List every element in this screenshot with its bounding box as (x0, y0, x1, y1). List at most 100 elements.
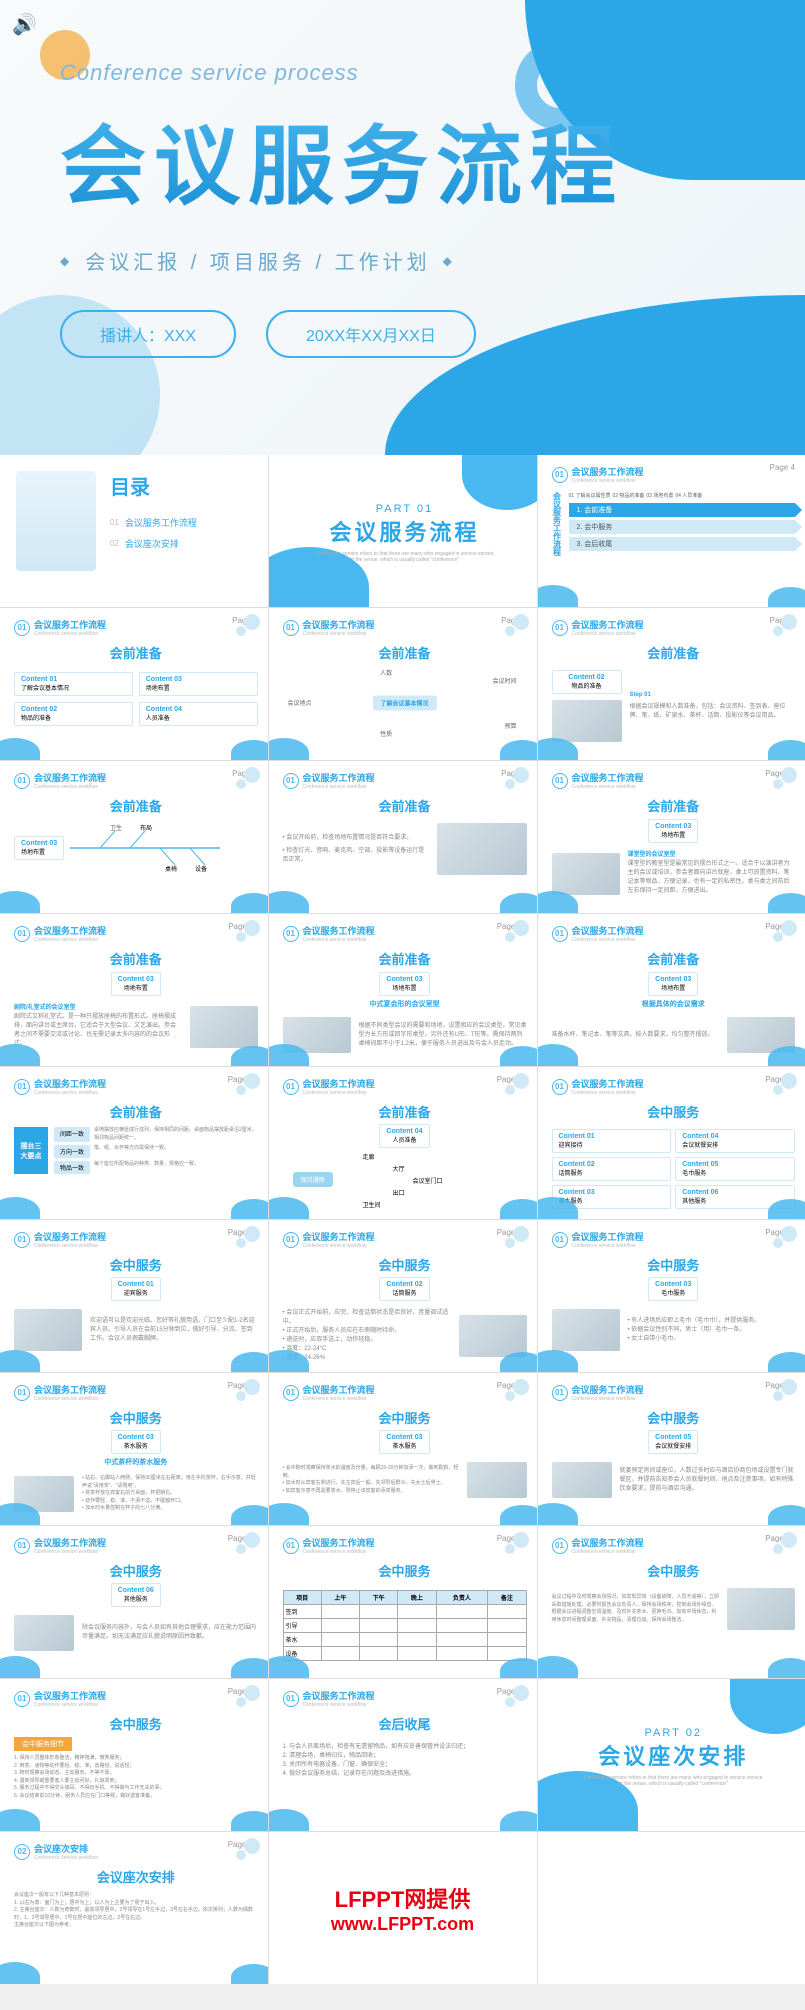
image-placeholder (467, 1462, 527, 1498)
slide-title: 会中服务 (552, 1255, 796, 1274)
slide-num-icon: 01 (14, 620, 30, 636)
slide-part1: PART 01 会议服务流程 Conference service refers… (269, 455, 537, 607)
slide-title: 会中服务 (283, 1561, 527, 1580)
image-placeholder (552, 1462, 612, 1498)
slide-num-icon: 01 (552, 620, 568, 636)
hero-title: 会议服务流程 (60, 96, 805, 221)
content-box: Content 01迎宾接待 (552, 1129, 672, 1153)
slide-header-sub: Conference service workflow (572, 631, 644, 637)
fishbone-diagram: 卫生布局桌椅设备 (70, 823, 220, 873)
part-desc: Conference service refers to that there … (315, 551, 495, 563)
slide-header-sub: Conference service workflow (34, 1243, 106, 1249)
slide-num-icon: 01 (14, 773, 30, 789)
part-title: 会议服务流程 (329, 515, 479, 547)
slide-p21: 01会议服务工作流程Conference service workflow Pa… (269, 1373, 537, 1525)
body-text: 会议座次一般有以下几种基本原则：1. 以右为尊：面门为上；居中为上；以人为上主要… (14, 1892, 258, 1930)
row-head: 间距一致 (54, 1127, 90, 1142)
slide-header: 会议服务工作流程 (572, 771, 644, 784)
body-text: 剧院/礼堂式的会议室型剧院式又称礼堂式。是一种只摆放座椅的布置形式。座椅摆成排，… (14, 1004, 182, 1049)
slide-p5: 01会议服务工作流程Conference service workflow Pa… (0, 608, 268, 760)
vertical-title: 会议服务工作流程 (552, 492, 563, 556)
slide-header: 会议服务工作流程 (34, 771, 106, 784)
content-box: Content 03场地布置 (139, 672, 258, 696)
slide-header: 会议服务工作流程 (34, 1230, 106, 1243)
slide-header-sub: Conference service workflow (572, 937, 644, 943)
body-text: • 会中随时观察保持茶水的温度及份量，每隔15-20分钟加添一次，做到勤斟、轻倒… (283, 1465, 459, 1495)
slide-p9: 01会议服务工作流程Conference service workflow Pa… (269, 761, 537, 913)
slide-header-sub: Conference service workflow (303, 631, 375, 637)
slide-num-icon: 01 (552, 1385, 568, 1401)
slide-title: 会前准备 (552, 643, 796, 662)
slide-title: 会中服务 (552, 1408, 796, 1427)
content-box: Content 03茶水服务 (379, 1430, 429, 1454)
slide-p24: 01会议服务工作流程Conference service workflow Pa… (269, 1526, 537, 1678)
banner: 会中服务细节 (14, 1737, 72, 1751)
row-body: 桌椅摆放应横竖成行成列，保持相同的间距。桌面物品摆放距桌沿2厘米，相邻物品间距统… (94, 1127, 257, 1142)
slide-p26: 01会议服务工作流程Conference service workflow Pa… (0, 1679, 268, 1831)
svg-text:布局: 布局 (140, 824, 152, 832)
body-text: 准备水杯、笔记本、笔等文具。按人数要求，均匀整齐摆放。 (552, 1031, 720, 1040)
slide-title: 会议座次安排 (14, 1867, 258, 1886)
svg-text:卫生: 卫生 (110, 824, 122, 832)
slide-header: 会议座次安排 (34, 1842, 98, 1855)
slide-header: 会议服务工作流程 (303, 1536, 375, 1549)
slide-num-icon: 01 (283, 1385, 299, 1401)
branch-item: 大厅 (393, 1164, 405, 1173)
slide-num-icon: 01 (283, 1691, 299, 1707)
body-text: • 会议开始前，检查场地布置情况是否符合要求。• 检查灯光、音响、麦克风、空调、… (283, 834, 429, 865)
slide-title: 会前准备 (14, 796, 258, 815)
part-desc: Conference service refers to that there … (583, 1775, 763, 1787)
slide-num-icon: 01 (283, 926, 299, 942)
slide-header: 会议服务工作流程 (572, 618, 644, 631)
slide-header-sub: Conference service workflow (34, 1396, 106, 1402)
slide-title: 会中服务 (14, 1714, 258, 1733)
watermark-slide: LFPPT网提供 www.LFPPT.com (269, 1832, 537, 1984)
branch-item: 走廊 (363, 1152, 375, 1161)
slide-header: 会议服务工作流程 (303, 1689, 375, 1702)
slide-num-icon: 01 (552, 467, 568, 483)
slide-num-icon: 01 (14, 1079, 30, 1095)
branch-item: 预算 (504, 721, 516, 730)
content-box: Content 03场地布置 (111, 972, 161, 996)
slide-num-icon: 01 (552, 1232, 568, 1248)
image-placeholder (14, 1309, 82, 1351)
part-title: 会议座次安排 (598, 1739, 748, 1771)
slide-header: 会议服务工作流程 (303, 924, 375, 937)
part-label: PART 01 (376, 503, 433, 515)
slide-header-sub: Conference service workflow (303, 1243, 375, 1249)
flow-arrow: 1. 会前准备 (569, 503, 796, 517)
body-text: 根据不同类型会议的需要和场地，设置相应的会议桌型。常见桌型为长方形或回字形桌型，… (359, 1022, 527, 1049)
slide-header: 会议服务工作流程 (34, 618, 106, 631)
content-box: Content 04人员准备 (379, 1124, 429, 1148)
content-box: Content 04会议就餐安排 (675, 1129, 795, 1153)
slide-header: 会议服务工作流程 (34, 924, 106, 937)
slide-header-sub: Conference service workflow (34, 937, 106, 943)
slide-num-icon: 01 (283, 1079, 299, 1095)
content-box: Content 03场地布置 (14, 836, 64, 860)
slide-num-icon: 01 (283, 1538, 299, 1554)
slide-header: 会议服务工作流程 (572, 1383, 644, 1396)
schedule-table: 项目上午下午晚上负责人备注 签到 引导 茶水 设备 (283, 1590, 527, 1661)
slide-title: 会中服务 (14, 1561, 258, 1580)
slide-p4: 01会议服务工作流程Conference service workflow Pa… (538, 455, 805, 607)
content-box: Content 05毛巾服务 (675, 1157, 795, 1181)
slide-title: 会前准备 (14, 1102, 258, 1121)
row-body: 笔、纸、水杯等方向需保持一致。 (94, 1145, 257, 1158)
image-placeholder (727, 1588, 795, 1630)
body-text: Step 01根据会议规模和人数准备，包括：会议资料、签到表、座位牌、笔、纸、矿… (630, 691, 796, 721)
slide-header-sub: Conference service workflow (572, 1549, 644, 1555)
slide-header: 会议服务工作流程 (34, 1077, 106, 1090)
branch-item: 会议地点 (288, 698, 312, 707)
slide-num-icon: 01 (552, 773, 568, 789)
slide-part2: PART 02 会议座次安排 Conference service refers… (538, 1679, 805, 1831)
slide-p19: 01会议服务工作流程Conference service workflow Pa… (538, 1220, 805, 1372)
body-text: 会议过程中及时观察会场情况，如发现异常（设备故障、人员不适等），立即采取措施处理… (552, 1594, 720, 1624)
body-text: 课堂型的会议室型课堂型的教室型是最常见的摆台形式之一。适合于以演讲者为主的会议或… (628, 851, 796, 896)
slide-title: 会前准备 (283, 1102, 527, 1121)
slide-title: 会前准备 (283, 949, 527, 968)
toc-item: 01会议服务工作流程 (110, 516, 197, 529)
slide-num-icon: 01 (552, 926, 568, 942)
slide-header-sub: Conference service workflow (572, 1396, 644, 1402)
slide-header-sub: Conference service workflow (303, 1549, 375, 1555)
content-box: Content 01了解会议基本情况 (14, 672, 133, 696)
